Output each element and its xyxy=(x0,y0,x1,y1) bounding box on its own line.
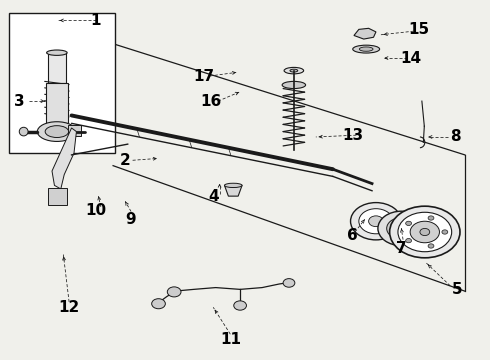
Text: 2: 2 xyxy=(120,153,131,168)
Text: 14: 14 xyxy=(400,50,422,66)
Circle shape xyxy=(395,224,407,233)
Circle shape xyxy=(406,238,412,243)
Circle shape xyxy=(390,206,460,258)
Text: 1: 1 xyxy=(91,13,101,28)
Ellipse shape xyxy=(45,126,69,138)
Text: 17: 17 xyxy=(193,68,214,84)
Text: 13: 13 xyxy=(342,128,363,143)
Polygon shape xyxy=(354,28,376,39)
Bar xyxy=(9,13,115,153)
Ellipse shape xyxy=(290,69,298,72)
Text: 6: 6 xyxy=(347,228,358,243)
Circle shape xyxy=(410,221,440,243)
Ellipse shape xyxy=(284,67,304,74)
Ellipse shape xyxy=(282,81,306,89)
Text: 10: 10 xyxy=(85,203,106,218)
Text: 16: 16 xyxy=(200,94,221,109)
Bar xyxy=(46,83,68,123)
Circle shape xyxy=(387,218,416,239)
Ellipse shape xyxy=(37,122,76,141)
Text: 12: 12 xyxy=(58,300,80,315)
Bar xyxy=(68,126,81,136)
Circle shape xyxy=(378,211,425,246)
Bar xyxy=(48,188,67,205)
Ellipse shape xyxy=(19,127,28,136)
Circle shape xyxy=(406,221,412,225)
Circle shape xyxy=(428,216,434,220)
Circle shape xyxy=(167,287,181,297)
Circle shape xyxy=(234,301,246,310)
Ellipse shape xyxy=(224,183,242,188)
Circle shape xyxy=(152,299,165,309)
Bar xyxy=(48,53,66,83)
Text: 15: 15 xyxy=(408,22,429,37)
Polygon shape xyxy=(52,128,76,189)
Text: 3: 3 xyxy=(14,94,24,109)
Circle shape xyxy=(398,212,452,252)
Circle shape xyxy=(442,230,448,234)
Polygon shape xyxy=(224,185,242,196)
Text: 9: 9 xyxy=(125,212,136,227)
Text: 5: 5 xyxy=(452,282,463,297)
Text: 4: 4 xyxy=(208,189,219,204)
Text: 7: 7 xyxy=(396,240,407,256)
Ellipse shape xyxy=(353,45,380,53)
Circle shape xyxy=(368,216,383,226)
Text: 11: 11 xyxy=(220,332,241,347)
Text: 8: 8 xyxy=(450,130,461,144)
Circle shape xyxy=(428,244,434,248)
Circle shape xyxy=(283,279,295,287)
Circle shape xyxy=(350,203,401,240)
Ellipse shape xyxy=(47,50,67,55)
Circle shape xyxy=(359,209,393,234)
Ellipse shape xyxy=(359,47,373,51)
Circle shape xyxy=(420,228,430,235)
